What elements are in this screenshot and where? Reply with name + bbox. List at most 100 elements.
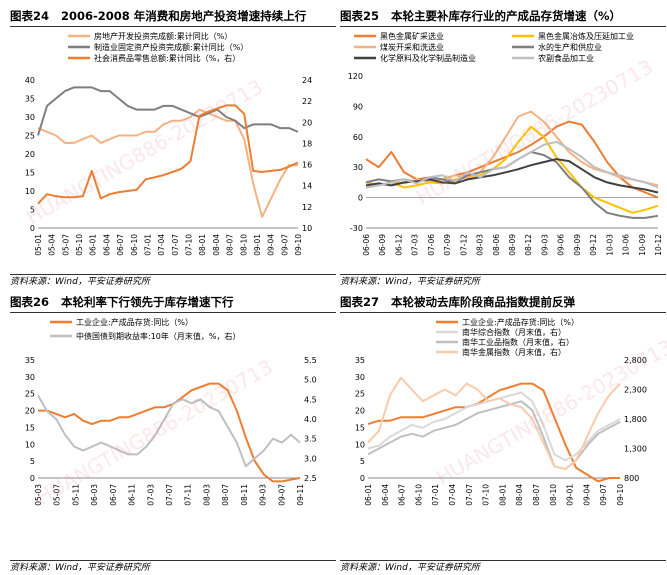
x-tick-label: 08-07 — [532, 484, 541, 506]
x-tick-label: 09-06 — [557, 234, 566, 256]
series-line — [365, 120, 659, 199]
x-tick-label: 07-03 — [146, 484, 155, 506]
x-tick-label: 08-01 — [498, 484, 507, 506]
x-tick-label: 08-10 — [549, 484, 558, 506]
x-tick-label: 06-07 — [116, 234, 125, 256]
x-tick-label: 07-10 — [482, 484, 491, 506]
y-tick-label: 25 — [25, 390, 35, 399]
x-tick-label: 06-10 — [130, 234, 139, 256]
y-right-tick-label: 5.5 — [304, 356, 317, 365]
chart-panel-24: 图表24 2006-2008 年消费和房地产投资增速持续上行 房地产开发投资完成额… — [10, 6, 336, 287]
y-right-tick-label: 4.5 — [304, 395, 317, 404]
chart-title: 图表24 2006-2008 年消费和房地产投资增速持续上行 — [10, 6, 336, 27]
x-tick-label: 09-01 — [253, 234, 262, 256]
y-tick-label: 15 — [355, 423, 365, 432]
x-tick-label: 09-07 — [280, 234, 289, 256]
x-tick-label: 09-03 — [540, 234, 549, 256]
y-right-tick-label: 10 — [302, 224, 312, 233]
x-tick-label: 09-01 — [566, 484, 575, 506]
x-tick-label: 06-06 — [362, 234, 371, 256]
y-tick-label: 25 — [355, 390, 365, 399]
y-tick-label: 20 — [355, 407, 365, 416]
y-tick-label: 40 — [25, 76, 35, 85]
y-right-tick-label: 3.0 — [304, 454, 317, 463]
y-right-tick-label: 1,800 — [624, 415, 647, 424]
y-right-tick-label: 16 — [302, 161, 312, 170]
x-tick-label: 09-10 — [616, 484, 625, 506]
chart-title: 图表25 本轮主要补库存行业的产成品存货增速（%） — [340, 6, 666, 27]
y-tick-label: 0 — [30, 224, 35, 233]
series-line — [365, 125, 659, 214]
x-tick-label: 10-09 — [638, 234, 647, 256]
legend-label: 工业企业:产成品存货:同比（%） — [462, 317, 579, 327]
series-line — [38, 382, 301, 483]
y-right-tick-label: 1,300 — [624, 445, 647, 454]
x-tick-label: 07-07 — [171, 234, 180, 256]
y-right-tick-label: 2.5 — [304, 474, 317, 483]
x-tick-label: 05-01 — [34, 234, 43, 256]
legend-label: 制造业固定资产投资完成额:累计同比（%） — [94, 42, 248, 52]
y-tick-label: 0 — [30, 474, 35, 483]
x-tick-label: 09-07 — [599, 484, 608, 506]
x-tick-label: 07-06 — [427, 234, 436, 256]
y-tick-label: 10 — [25, 440, 35, 449]
series-line — [37, 104, 299, 205]
x-tick-label: 08-04 — [212, 234, 221, 256]
y-right-tick-label: 12 — [302, 203, 312, 212]
x-tick-label: 07-03 — [411, 234, 420, 256]
chart-26-svg: 工业企业:产成品存货:同比（%）中债国债到期收益率:10年（月末值，%，右） 0 5… — [25, 317, 317, 506]
chart-panel-26: 图表26 本轮利率下行领先于库存增速下行 工业企业:产成品存货:同比（%） 中债国债… — [10, 292, 336, 575]
series-line — [367, 376, 621, 471]
series-line — [367, 382, 620, 483]
x-tick-label: 07-10 — [185, 234, 194, 256]
chart-panel-25: 图表25 本轮主要补库存行业的产成品存货增速（%） 黑色金属矿采选业 黑色金属冶炼及… — [340, 6, 666, 287]
x-tick-label: 07-12 — [459, 234, 468, 256]
chart-number: 图表26 — [10, 295, 50, 309]
legend-label: 南华金属指数（月末值，右） — [462, 347, 566, 357]
chart-number: 图表25 — [340, 9, 380, 23]
y-right-tick-label: 22 — [302, 97, 312, 106]
legend: 房地产开发投资完成额:累计同比（%）制造业固定资产投资完成额:累计同比（%）社会… — [68, 31, 248, 63]
y-right-tick-label: 24 — [302, 76, 312, 85]
y-right-tick-label: 20 — [302, 118, 312, 127]
chart-number: 图表27 — [340, 295, 380, 309]
x-tick-label: 07-04 — [157, 234, 166, 256]
legend-label: 煤炭开采和洗选业 — [380, 42, 444, 52]
y-tick-label: 25 — [25, 132, 35, 141]
x-tick-label: 09-11 — [296, 484, 305, 506]
y-tick-label: -30 — [350, 224, 363, 233]
x-tick-label: 05-10 — [75, 234, 84, 256]
x-tick-label: 06-10 — [414, 484, 423, 506]
x-tick-label: 08-07 — [226, 234, 235, 256]
chart-title-text: 2006-2008 年消费和房地产投资增速持续上行 — [61, 9, 307, 23]
x-tick-label: 06-07 — [109, 484, 118, 506]
y-tick-label: 10 — [25, 187, 35, 196]
x-tick-label: 07-07 — [465, 484, 474, 506]
y-tick-label: 30 — [353, 163, 363, 172]
y-tick-label: 0 — [360, 474, 365, 483]
y-right-tick-label: 2,300 — [624, 386, 647, 395]
legend-label: 农副食品加工业 — [538, 53, 594, 63]
chart-title: 图表26 本轮利率下行领先于库存增速下行 — [10, 292, 336, 313]
y-tick-label: 20 — [25, 407, 35, 416]
y-tick-label: 35 — [25, 95, 35, 104]
x-tick-label: 07-04 — [448, 484, 457, 506]
x-tick-label: 09-12 — [589, 234, 598, 256]
chart-source: 资料来源：Wind，平安证券研究所 — [10, 560, 336, 575]
chart-title: 图表27 本轮被动去库阶段商品指数提前反弹 — [340, 292, 666, 313]
legend-label: 中债国债到期收益率:10年（月末值，%，右） — [76, 331, 240, 341]
chart-24-svg: 房地产开发投资完成额:累计同比（%）制造业固定资产投资完成额:累计同比（%）社会… — [25, 31, 312, 256]
y-tick-label: 20 — [25, 150, 35, 159]
x-tick-label: 07-07 — [165, 484, 174, 506]
legend-label: 社会消费品零售总额:累计同比（%，右） — [94, 53, 240, 63]
legend: 工业企业:产成品存货:同比（%） 中债国债到期收益率:10年（月末值，%，右） — [50, 317, 240, 341]
x-tick-label: 08-03 — [202, 484, 211, 506]
legend-label: 南华综合指数（月末值，右） — [462, 327, 566, 337]
y-tick-label: 30 — [355, 373, 365, 382]
chart-title-text: 本轮主要补库存行业的产成品存货增速（%） — [391, 9, 622, 23]
x-tick-label: 06-03 — [90, 484, 99, 506]
x-tick-label: 06-12 — [394, 234, 403, 256]
legend-label: 水的生产和供应业 — [538, 42, 602, 52]
x-tick-label: 06-01 — [89, 234, 98, 256]
x-tick-label: 08-09 — [508, 234, 517, 256]
